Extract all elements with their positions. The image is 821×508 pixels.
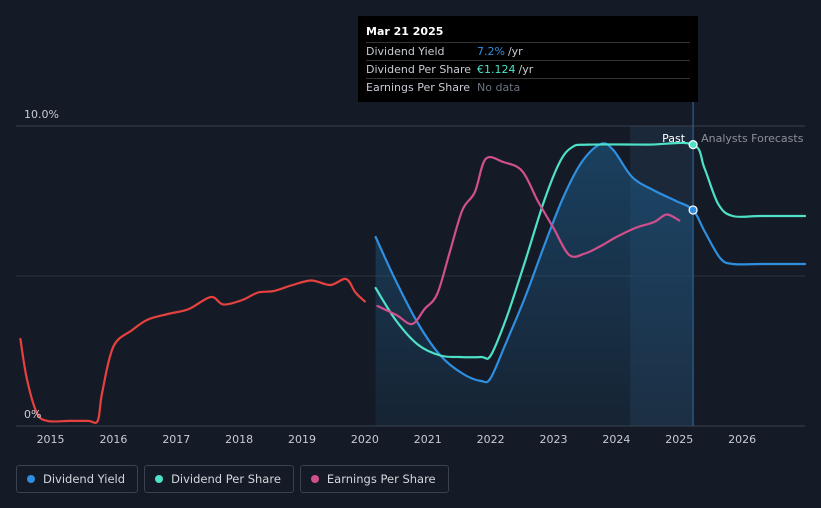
legend-dot-icon <box>310 475 319 483</box>
legend-item-earnings-per-share[interactable]: Earnings Per Share <box>299 465 449 493</box>
dividend-yield-area <box>375 143 694 426</box>
forecast-label: Analysts Forecasts <box>701 132 804 145</box>
tooltip-row-earnings-per-share: Earnings Per Share No data <box>366 78 690 96</box>
tooltip-value: 7.2% <box>477 45 505 58</box>
tooltip-label: Earnings Per Share <box>366 81 471 94</box>
tooltip-value: €1.124 <box>477 63 516 76</box>
past-label: Past <box>662 132 686 145</box>
tooltip-value: No data <box>477 81 521 94</box>
x-tick-label: 2015 <box>37 433 65 446</box>
x-tick-label: 2016 <box>99 433 127 446</box>
y-axis-label-bottom: 0% <box>24 408 41 421</box>
x-tick-label: 2024 <box>602 433 630 446</box>
legend-dot-icon <box>155 475 164 483</box>
tooltip-label: Dividend Per Share <box>366 63 472 76</box>
x-tick-label: 2021 <box>414 433 442 446</box>
x-tick-label: 2022 <box>477 433 505 446</box>
x-tick-label: 2023 <box>540 433 568 446</box>
earnings-per-share-line <box>376 155 681 326</box>
highlight-point <box>688 205 698 215</box>
dividend-yield-line <box>374 142 807 384</box>
tooltip-row-dividend-per-share: Dividend Per Share €1.124 /yr <box>366 60 690 78</box>
earnings-per-share-history-line <box>19 277 366 425</box>
x-tick-label: 2020 <box>351 433 379 446</box>
tooltip-row-dividend-yield: Dividend Yield 7.2% /yr <box>366 42 690 60</box>
legend-label: Earnings Per Share <box>326 472 436 486</box>
tooltip-date: Mar 21 2025 <box>366 25 444 38</box>
dividend-per-share-line <box>374 141 807 360</box>
legend-label: Dividend Yield <box>43 472 126 486</box>
legend-item-dividend-per-share[interactable]: Dividend Per Share <box>144 465 294 493</box>
legend-item-dividend-yield[interactable]: Dividend Yield <box>16 465 139 493</box>
x-tick-label: 2025 <box>665 433 693 446</box>
x-tick-label: 2018 <box>225 433 253 446</box>
chart-legend: Dividend Yield Dividend Per Share Earnin… <box>16 465 449 493</box>
legend-dot-icon <box>27 475 35 483</box>
x-tick-label: 2019 <box>288 433 316 446</box>
tooltip-label: Dividend Yield <box>366 45 445 58</box>
tooltip-panel: Mar 21 2025 Dividend Yield 7.2% /yr Divi… <box>358 16 698 102</box>
y-axis-label-top: 10.0% <box>24 108 59 121</box>
x-tick-label: 2017 <box>162 433 190 446</box>
tooltip-unit: /yr <box>507 45 523 58</box>
legend-label: Dividend Per Share <box>171 472 281 486</box>
x-tick-label: 2026 <box>728 433 756 446</box>
highlight-point <box>688 140 698 150</box>
tooltip-unit: /yr <box>518 63 534 76</box>
